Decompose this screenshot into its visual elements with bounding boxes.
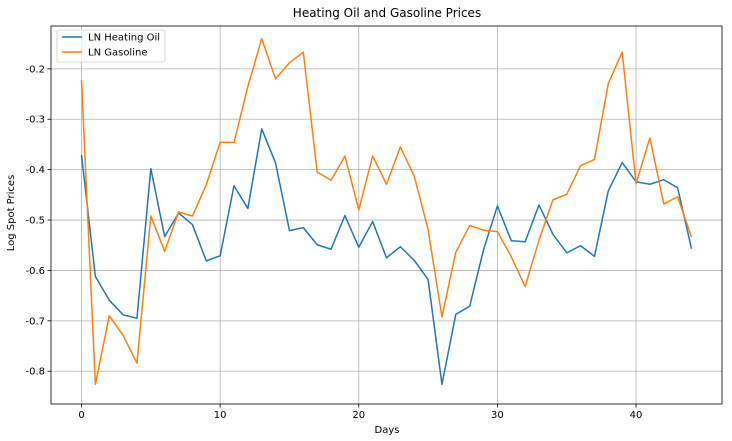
- x-axis-label: Days: [375, 425, 400, 436]
- x-tick-label: 0: [78, 410, 84, 421]
- legend-label: LN Gasoline: [88, 48, 147, 59]
- y-tick-label: -0.7: [25, 316, 45, 327]
- x-tick-label: 20: [352, 410, 365, 421]
- ticks: 0 10 20 30 40 -0.8 -0.7 -0.6 -0.5 -0.4 -0.3 -0.2: [25, 64, 642, 421]
- legend-label: LN Heating Oil: [88, 33, 160, 44]
- y-tick-label: -0.2: [25, 64, 45, 75]
- chart-title: Heating Oil and Gasoline Prices: [293, 6, 481, 20]
- x-tick-label: 30: [491, 410, 504, 421]
- y-tick-label: -0.8: [25, 367, 45, 378]
- y-tick-label: -0.3: [25, 115, 45, 126]
- series-line-heating-oil: [80, 128, 693, 386]
- series-line-gasoline: [80, 37, 693, 386]
- legend-box: [56, 29, 166, 63]
- legend: LN Heating Oil LN Gasoline: [56, 29, 166, 63]
- y-tick-label: -0.4: [25, 165, 45, 176]
- y-tick-label: -0.6: [25, 266, 45, 277]
- y-tick-label: -0.5: [25, 216, 45, 227]
- grid: [51, 26, 722, 404]
- y-axis-label: Log Spot Prices: [6, 175, 17, 252]
- series-layer: [80, 37, 693, 386]
- plot-frame: [50, 25, 723, 405]
- x-tick-label: 10: [214, 410, 227, 421]
- x-tick-label: 40: [630, 410, 643, 421]
